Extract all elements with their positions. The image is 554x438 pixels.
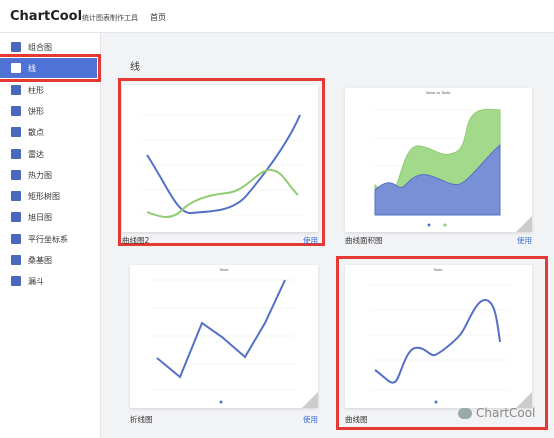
sidebar: 组合图线柱形饼形散点雷达热力图矩形树图旭日图平行坐标系桑基图漏斗 bbox=[0, 33, 101, 438]
sidebar-label: 饼形 bbox=[28, 106, 44, 116]
highlight-box bbox=[118, 78, 325, 246]
thumbnail-chart: Taste bbox=[152, 268, 318, 408]
sidebar-icon bbox=[11, 84, 21, 95]
header: ChartCool 统计图表制作工具 首页 bbox=[0, 0, 554, 33]
watermark-icon bbox=[458, 408, 472, 419]
logo-subtitle: 统计图表制作工具 bbox=[82, 14, 138, 22]
sidebar-icon bbox=[11, 42, 21, 52]
thumbnail-chart: Taste bbox=[370, 268, 532, 408]
sidebar-label: 矩形树图 bbox=[28, 192, 60, 202]
logo[interactable]: ChartCool bbox=[10, 9, 83, 24]
sidebar-item[interactable]: 饼形 bbox=[0, 101, 97, 121]
sidebar-icon bbox=[11, 169, 21, 180]
sidebar-icon bbox=[11, 255, 21, 265]
sidebar-label: 热力图 bbox=[28, 170, 52, 180]
thumbnail-chart bbox=[142, 114, 302, 218]
nav-link[interactable]: 首页 bbox=[150, 13, 166, 22]
sidebar-label: 桑基图 bbox=[28, 256, 52, 265]
sidebar-item[interactable]: 平行坐标系 bbox=[0, 229, 97, 249]
sidebar-icon bbox=[11, 276, 21, 287]
sidebar-label: 散点 bbox=[28, 128, 44, 138]
sidebar-icon bbox=[11, 63, 21, 74]
card-caption: 曲线面积图 bbox=[345, 236, 383, 245]
card-caption: 曲线图2 bbox=[122, 236, 150, 245]
sidebar-icon bbox=[11, 105, 21, 116]
sidebar-icon bbox=[11, 148, 21, 159]
watermark: ChartCool bbox=[476, 406, 536, 420]
thumbnail-chart: Value vs Taste bbox=[373, 91, 532, 232]
sidebar-item[interactable]: 散点 bbox=[0, 122, 97, 142]
thumbnail-title: Value vs Taste bbox=[426, 91, 451, 95]
sidebar-item[interactable]: 漏斗 bbox=[0, 271, 97, 291]
card-caption: 曲线图 bbox=[345, 415, 368, 424]
sidebar-icon bbox=[11, 233, 21, 244]
sidebar-label: 柱形 bbox=[28, 85, 44, 95]
sidebar-icon bbox=[11, 212, 21, 223]
thumbnail[interactable] bbox=[122, 85, 318, 232]
sidebar-item[interactable]: 线 bbox=[0, 54, 101, 83]
sidebar-item[interactable]: 柱形 bbox=[0, 80, 97, 100]
sidebar-label: 平行坐标系 bbox=[28, 234, 68, 244]
sidebar-label: 组合图 bbox=[28, 43, 52, 52]
thumbnail-title: Taste bbox=[432, 268, 442, 272]
sidebar-item[interactable]: 桑基图 bbox=[0, 250, 97, 270]
use-button[interactable]: 使用 bbox=[303, 236, 318, 245]
section-title: 线 bbox=[130, 62, 140, 73]
sidebar-label: 旭日图 bbox=[28, 213, 52, 223]
sidebar-item[interactable]: 旭日图 bbox=[0, 207, 97, 227]
thumbnail-title: Taste bbox=[218, 268, 228, 272]
sidebar-item[interactable]: 矩形树图 bbox=[0, 186, 97, 206]
sidebar-item[interactable]: 雷达 bbox=[0, 144, 97, 164]
sidebar-label: 漏斗 bbox=[28, 277, 44, 287]
sidebar-icon bbox=[11, 127, 21, 138]
sidebar-item[interactable]: 热力图 bbox=[0, 165, 97, 185]
use-button[interactable]: 使用 bbox=[303, 415, 318, 424]
highlight-box bbox=[336, 256, 548, 430]
sidebar-icon bbox=[11, 191, 21, 202]
use-button[interactable]: 使用 bbox=[517, 236, 532, 245]
sidebar-label: 线 bbox=[28, 64, 36, 74]
thumbnail[interactable]: Taste bbox=[345, 265, 532, 408]
thumbnail[interactable]: Value vs Taste bbox=[345, 88, 532, 232]
sidebar-label: 雷达 bbox=[28, 149, 44, 159]
thumbnail[interactable]: Taste bbox=[130, 265, 318, 408]
card-caption: 折线图 bbox=[130, 415, 153, 424]
sidebar-item[interactable]: 组合图 bbox=[0, 37, 97, 57]
